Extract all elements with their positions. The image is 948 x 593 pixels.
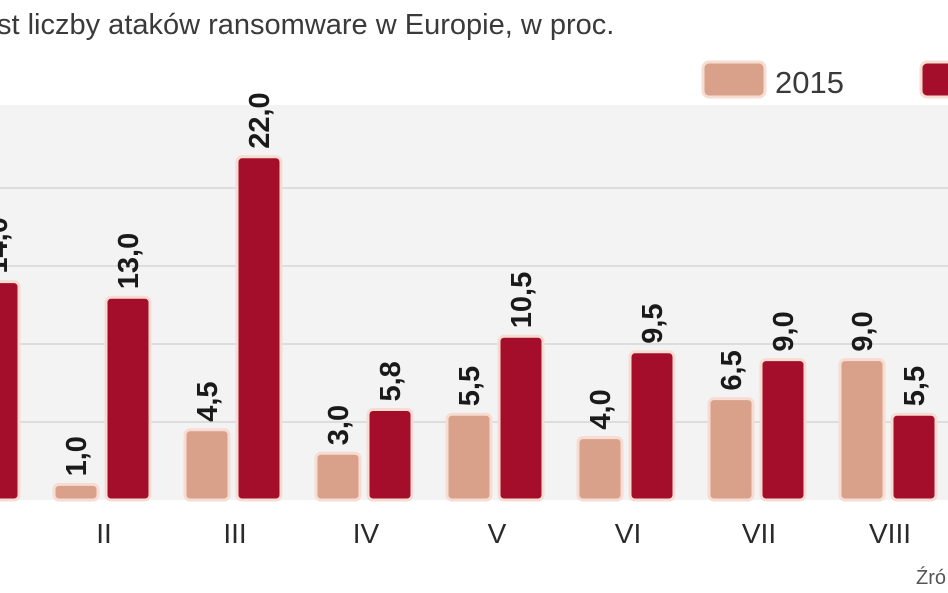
bar-series-2-V bbox=[497, 334, 545, 502]
value-label: 9,0 bbox=[847, 311, 879, 351]
bar-2015-VI bbox=[576, 436, 624, 502]
bar-series-2-VII bbox=[759, 358, 807, 502]
legend-swatch-2015 bbox=[701, 60, 767, 99]
value-label: 6,5 bbox=[716, 350, 748, 390]
value-label: 14,0 bbox=[0, 217, 14, 273]
x-tick-label: VII bbox=[742, 518, 776, 549]
x-tick-label: VI bbox=[615, 518, 641, 549]
value-label: 4,0 bbox=[585, 389, 617, 429]
legend: 2015 bbox=[701, 60, 948, 100]
bar-2015-IV bbox=[314, 451, 362, 502]
value-label: 13,0 bbox=[113, 233, 145, 289]
bar-2015-II bbox=[52, 482, 100, 502]
chart-title: st liczby ataków ransomware w Europie, w… bbox=[0, 9, 614, 41]
value-label: 22,0 bbox=[244, 92, 276, 148]
bar-series-2-I bbox=[0, 280, 21, 502]
x-tick-label: III bbox=[223, 518, 246, 549]
value-label: 9,5 bbox=[637, 303, 669, 343]
value-label: 3,0 bbox=[323, 405, 355, 445]
bar-2015-VIII bbox=[838, 358, 886, 502]
source-label: Źró bbox=[916, 566, 946, 589]
bar-2015-V bbox=[445, 412, 493, 502]
bar-2015-III bbox=[183, 428, 231, 502]
bar-series-2-VI bbox=[628, 350, 676, 502]
value-label: 1,0 bbox=[61, 436, 93, 476]
bar-2015-VII bbox=[707, 397, 755, 502]
x-tick-label: VIII bbox=[869, 518, 911, 549]
value-label: 4,5 bbox=[192, 381, 224, 421]
bar-series-2-IV bbox=[366, 408, 414, 502]
legend-swatch-series-2 bbox=[919, 60, 948, 99]
bar-series-2-VIII bbox=[890, 412, 938, 502]
x-tick-label: II bbox=[96, 518, 112, 549]
bar-series-2-III bbox=[235, 155, 283, 502]
bar-series-2-II bbox=[104, 295, 152, 502]
value-label: 5,8 bbox=[375, 361, 407, 401]
value-label: 5,5 bbox=[454, 366, 486, 406]
value-label: 5,5 bbox=[899, 366, 931, 406]
x-tick-label: V bbox=[488, 518, 507, 549]
value-label: 10,5 bbox=[506, 272, 538, 328]
legend-label-2015: 2015 bbox=[775, 65, 844, 100]
x-tick-label: IV bbox=[353, 518, 380, 549]
value-label: 9,0 bbox=[768, 311, 800, 351]
